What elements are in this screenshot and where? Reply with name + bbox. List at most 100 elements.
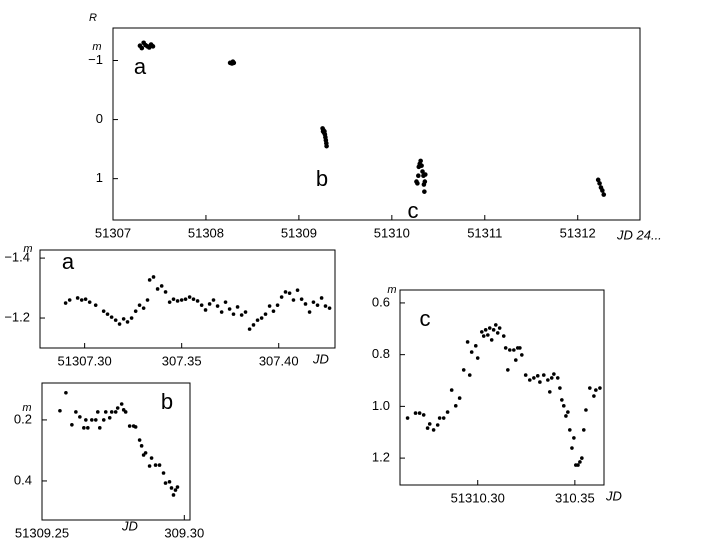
y-tick-label: 0.2: [14, 411, 32, 426]
data-point: [145, 298, 150, 302]
x-tick-label: 51307.30: [58, 353, 112, 368]
data-point: [303, 302, 308, 306]
y-tick-label: 1.2: [372, 450, 390, 465]
x-tick-label: 51310: [374, 225, 410, 240]
data-point: [283, 290, 288, 294]
data-point: [119, 402, 124, 406]
data-point: [461, 368, 466, 372]
data-point: [578, 460, 582, 464]
data-point: [103, 410, 108, 414]
data-point: [150, 44, 156, 49]
data-point: [323, 304, 328, 308]
data-point: [163, 481, 168, 485]
y-tick-label: 0: [96, 111, 103, 126]
data-point: [84, 418, 88, 422]
data-point: [83, 297, 88, 301]
data-point: [235, 305, 240, 309]
data-point: [566, 410, 570, 414]
data-point: [527, 378, 532, 382]
data-point: [475, 356, 480, 360]
data-point: [597, 181, 602, 186]
data-point: [101, 309, 106, 313]
data-point: [421, 413, 426, 417]
data-point: [247, 327, 252, 331]
data-point: [560, 398, 564, 402]
data-point: [295, 288, 300, 292]
data-point: [187, 295, 192, 299]
data-point: [133, 309, 138, 313]
y-axis-unit: m: [23, 243, 32, 255]
data-point: [592, 394, 596, 398]
data-point: [211, 298, 216, 302]
data-point: [520, 353, 524, 357]
data-point: [473, 344, 478, 348]
data-point: [199, 303, 204, 307]
data-point: [311, 300, 316, 304]
data-point: [107, 415, 112, 420]
x-axis-label: JD: [312, 351, 329, 366]
x-tick-label: 309.30: [164, 525, 204, 540]
plot-frame: [112, 27, 641, 221]
data-point: [93, 303, 98, 307]
data-point: [231, 60, 237, 66]
data-point: [183, 297, 188, 301]
data-point: [552, 372, 556, 376]
data-point: [487, 326, 492, 330]
data-point: [422, 189, 427, 194]
data-point: [109, 315, 114, 319]
data-point: [489, 338, 494, 342]
data-point: [125, 320, 130, 324]
data-point: [175, 485, 180, 489]
annotation: b: [316, 166, 328, 191]
data-point: [449, 388, 454, 392]
data-point: [465, 340, 470, 344]
data-point: [491, 328, 496, 332]
data-point: [422, 172, 428, 177]
data-point: [74, 410, 78, 414]
data-point: [307, 310, 312, 314]
data-point: [561, 404, 566, 408]
data-point: [64, 390, 68, 395]
data-point: [137, 438, 142, 442]
data-point: [105, 312, 110, 316]
data-point: [541, 373, 546, 377]
data-point: [503, 346, 508, 350]
data-point: [169, 486, 174, 490]
x-tick-label: 51309: [281, 225, 317, 240]
data-point: [139, 444, 144, 448]
data-point: [259, 316, 264, 320]
data-point: [598, 386, 602, 390]
panel-label: c: [420, 306, 431, 331]
data-point: [497, 326, 502, 330]
data-point: [495, 331, 500, 335]
data-point: [93, 418, 98, 422]
data-point: [115, 406, 120, 410]
data-point: [147, 278, 152, 282]
data-point: [129, 316, 134, 320]
data-point: [239, 313, 244, 317]
data-point: [427, 422, 432, 426]
data-point: [75, 296, 80, 300]
data-point: [523, 373, 528, 377]
data-point: [147, 464, 152, 468]
data-point: [82, 426, 86, 430]
data-point: [287, 291, 292, 295]
data-point: [207, 302, 212, 306]
data-point: [415, 181, 420, 186]
data-point: [67, 298, 72, 302]
data-point: [594, 388, 598, 392]
data-point: [78, 415, 82, 419]
data-point: [493, 323, 498, 327]
data-point: [418, 158, 423, 164]
data-point: [101, 418, 106, 422]
data-point: [405, 416, 410, 420]
data-point: [133, 425, 138, 429]
data-point: [141, 306, 146, 310]
data-point: [171, 493, 176, 497]
data-point: [255, 318, 260, 322]
data-point: [547, 390, 552, 394]
data-point: [173, 488, 178, 492]
data-point: [87, 300, 92, 304]
data-point: [532, 376, 536, 380]
